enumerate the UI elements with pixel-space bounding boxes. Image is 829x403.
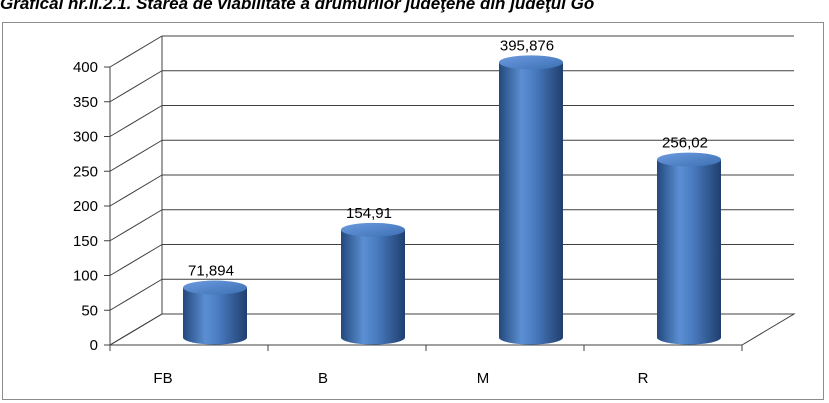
- bar-body: [341, 229, 405, 345]
- label-layer: 0 50 100 150 200 250 300 350 400 71,894 FB 154,91 B 3…: [73, 37, 708, 387]
- bar-layer: [183, 55, 721, 345]
- y-tick-label: 200: [73, 198, 98, 215]
- x-category-label: FB: [153, 370, 172, 387]
- bar-body: [499, 62, 563, 345]
- x-category-label: B: [318, 370, 328, 387]
- bar-B: [341, 222, 405, 345]
- bar-top: [657, 152, 721, 167]
- x-category-label: M: [477, 370, 490, 387]
- y-tick-label: 100: [73, 268, 98, 285]
- gridline-side: [109, 105, 163, 137]
- bar-FB: [183, 280, 247, 345]
- gridline-side: [109, 70, 163, 103]
- gridline-side: [109, 244, 163, 276]
- axis-layer: [104, 36, 796, 351]
- bar-body: [657, 159, 721, 345]
- data-label: 71,894: [188, 263, 234, 280]
- y-tick-label: 400: [73, 59, 98, 76]
- y-tick-label: 250: [73, 163, 98, 180]
- bar-body: [183, 287, 247, 345]
- gridline-side: [109, 209, 163, 242]
- x-category-label: R: [638, 370, 649, 387]
- gridline-side: [109, 139, 163, 172]
- bar-top: [341, 222, 405, 237]
- y-tick-label: 300: [73, 129, 98, 146]
- bar-M: [499, 55, 563, 345]
- bar-top: [183, 280, 247, 295]
- data-label: 256,02: [662, 135, 708, 152]
- gridline-side: [109, 278, 163, 311]
- chart-frame: [2, 22, 824, 400]
- y-tick-label: 0: [90, 337, 98, 354]
- gridline-side: [109, 35, 163, 68]
- gridline-side: [109, 174, 163, 207]
- data-label: 154,91: [346, 205, 392, 222]
- chart-floor: [108, 313, 796, 346]
- y-tick-label: 150: [73, 233, 98, 250]
- figure-caption: Grafical nr.II.2.1. Starea de viabilitat…: [0, 0, 595, 13]
- bar-top: [499, 55, 563, 70]
- y-tick-label: 50: [81, 302, 98, 319]
- bar-R: [657, 152, 721, 345]
- data-label: 395,876: [500, 37, 554, 54]
- y-tick-label: 350: [73, 94, 98, 111]
